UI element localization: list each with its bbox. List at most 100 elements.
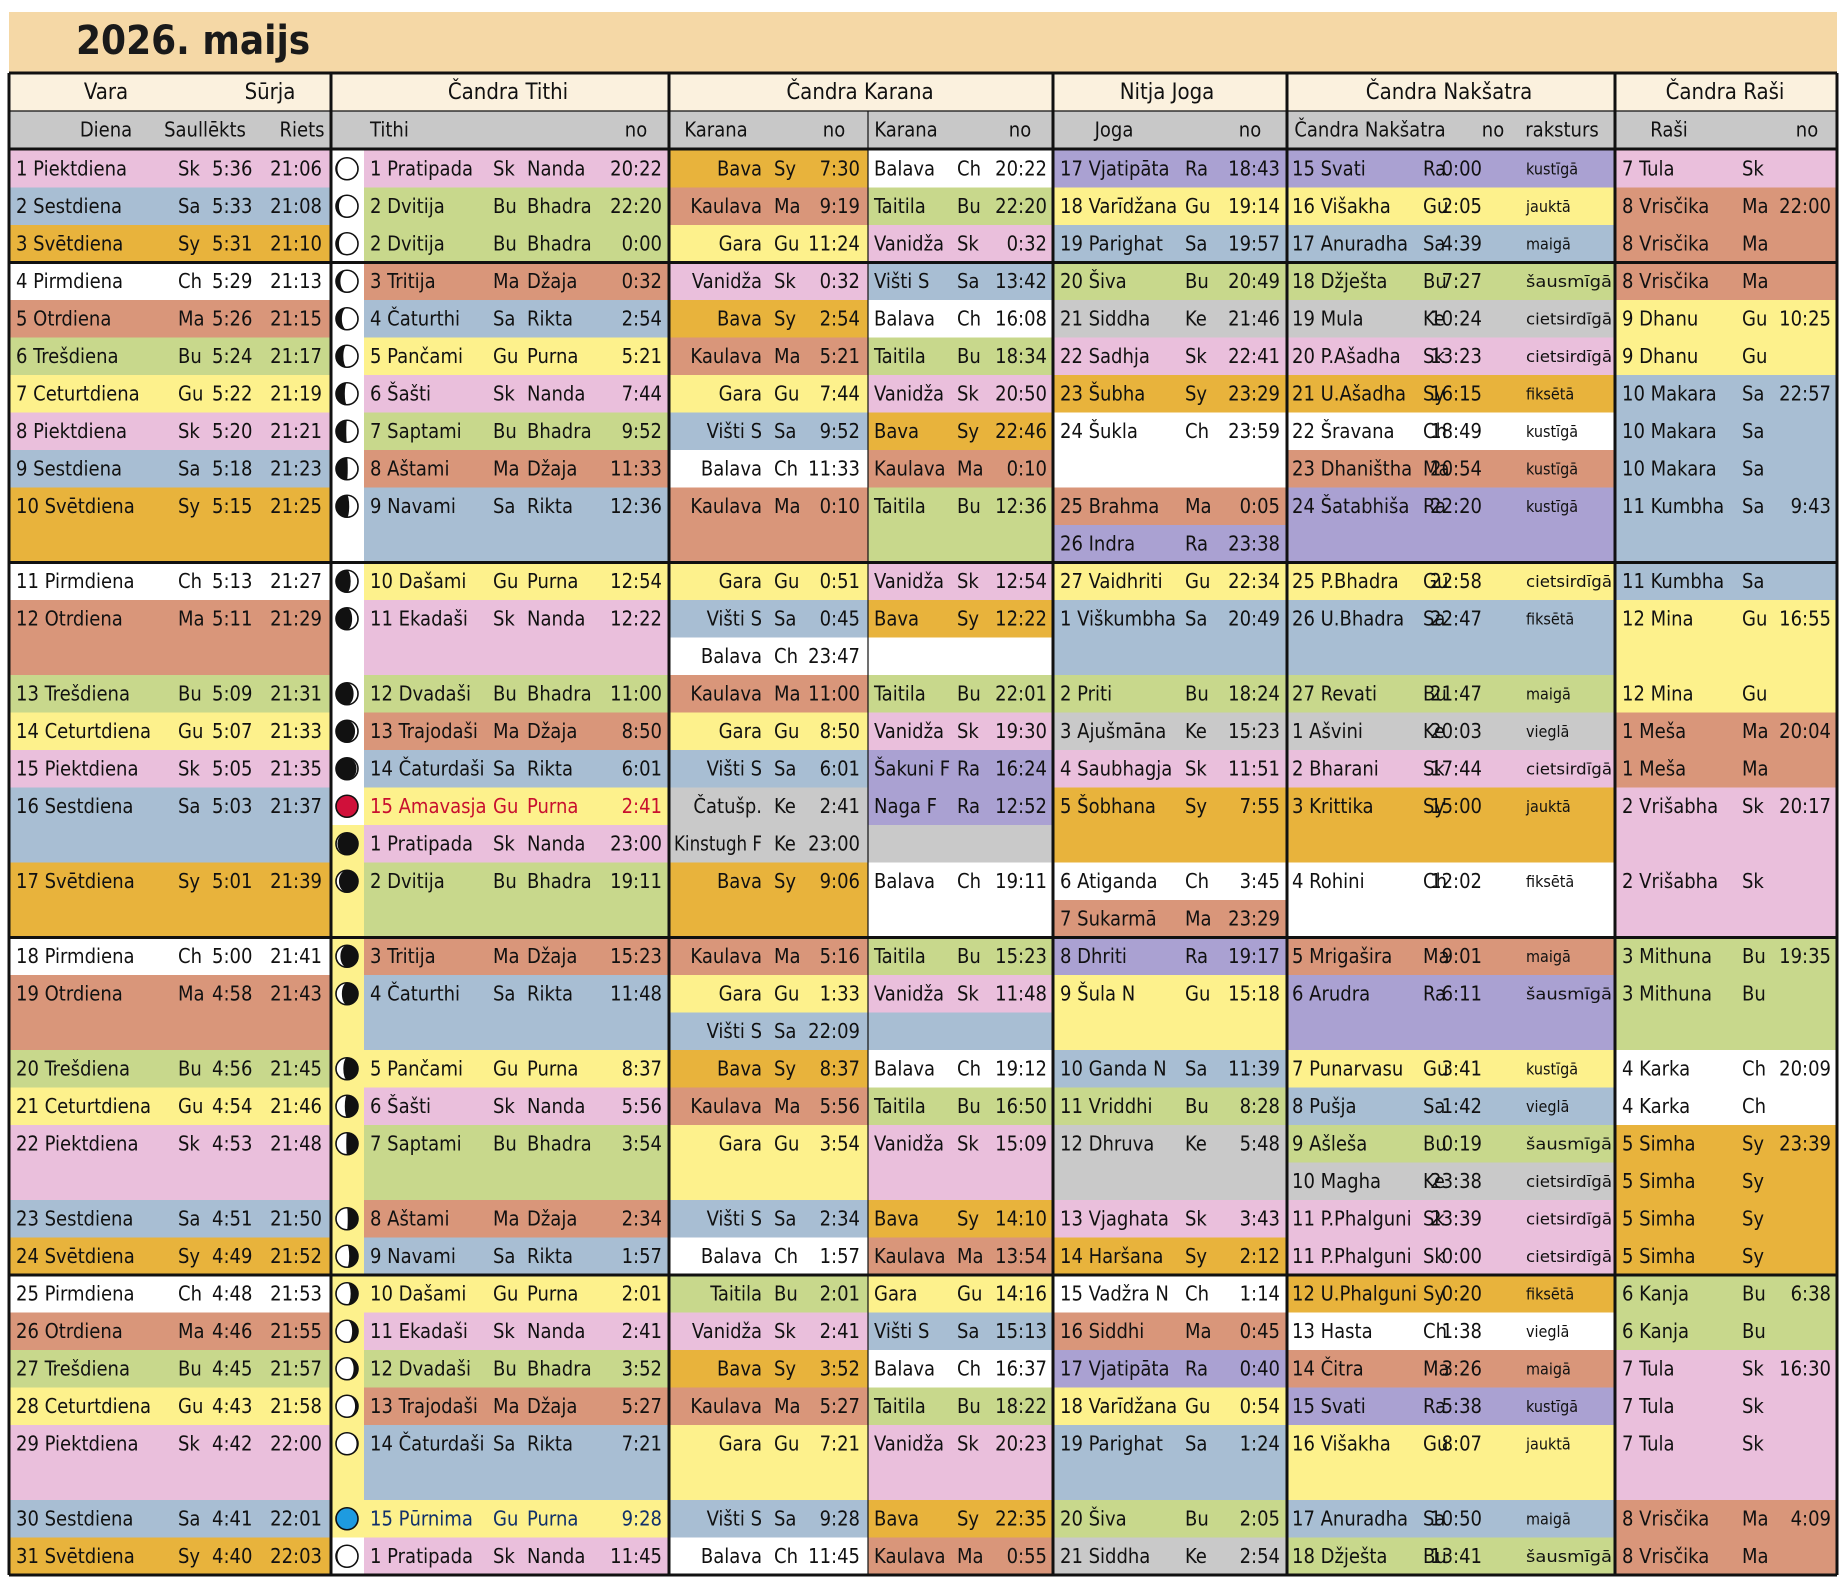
karana2-field: 16:37 bbox=[995, 1356, 1047, 1380]
tithi-field: Ma bbox=[493, 719, 520, 743]
sub-header: raksturs bbox=[1525, 118, 1598, 142]
day-field: 21:31 bbox=[270, 681, 322, 705]
day-field: 4 Pirmdiena bbox=[16, 269, 123, 293]
karana2-field: Ch bbox=[957, 869, 981, 893]
naksatra-field: Sa bbox=[1423, 1094, 1445, 1118]
day-field: 4:54 bbox=[212, 1094, 252, 1118]
rasi-field: 5 Simha bbox=[1622, 1244, 1696, 1268]
tithi-field: Sa bbox=[493, 494, 515, 518]
karana1-field: Sa bbox=[774, 606, 796, 630]
naksatra-cell bbox=[1287, 1350, 1615, 1388]
karana2-field: Bava bbox=[874, 1206, 919, 1230]
day-field: 21:21 bbox=[270, 419, 322, 443]
sub-header: no bbox=[1239, 118, 1261, 142]
naksatra-field: cietsirdīgā bbox=[1526, 1209, 1612, 1228]
karana1-cell bbox=[669, 1275, 868, 1313]
karana2-field: 15:09 bbox=[995, 1131, 1047, 1155]
day-field: Ch bbox=[178, 569, 202, 593]
joga-cell bbox=[1053, 1312, 1287, 1350]
rasi-cell bbox=[1615, 562, 1837, 600]
karana1-cell bbox=[669, 750, 868, 788]
tithi-field: Rikta bbox=[527, 306, 573, 330]
day-field: 31 Svētdiena bbox=[16, 1544, 135, 1568]
karana2-field: 22:35 bbox=[995, 1506, 1047, 1530]
karana1-field: Bu bbox=[774, 1281, 798, 1305]
tithi-field: Nanda bbox=[527, 1319, 585, 1343]
karana1-field: 7:30 bbox=[820, 156, 860, 180]
joga-cell bbox=[1053, 150, 1287, 188]
joga-field: 21:46 bbox=[1228, 306, 1280, 330]
sub-header: no bbox=[1482, 118, 1504, 142]
naksatra-field: Gu bbox=[1423, 1056, 1448, 1080]
karana1-cell bbox=[669, 862, 868, 938]
tithi-field: Bhadra bbox=[527, 869, 592, 893]
joga-cell bbox=[1053, 787, 1287, 863]
karana1-field: Gara bbox=[719, 231, 762, 255]
tithi-cell bbox=[364, 1237, 669, 1275]
moon-phase-dark bbox=[336, 382, 347, 405]
sub-header: no bbox=[1009, 118, 1031, 142]
karana2-field: 19:12 bbox=[995, 1056, 1047, 1080]
tithi-field: Gu bbox=[493, 794, 518, 818]
joga-cell bbox=[1053, 225, 1287, 263]
naksatra-field: vieglā bbox=[1526, 722, 1569, 741]
naksatra-cell bbox=[1287, 1050, 1615, 1088]
day-field: 11 Pirmdiena bbox=[16, 569, 135, 593]
karana2-field: Bu bbox=[957, 1394, 981, 1418]
day-field: 21:10 bbox=[270, 231, 322, 255]
joga-field: 19 Parighat bbox=[1060, 231, 1163, 255]
naksatra-field: maigā bbox=[1526, 947, 1571, 966]
tithi-field: 22:20 bbox=[610, 194, 662, 218]
karana2-cell bbox=[868, 787, 1053, 825]
karana2-field: Ch bbox=[957, 1356, 981, 1380]
day-field: 25 Pirmdiena bbox=[16, 1281, 135, 1305]
naksatra-field: Bu bbox=[1423, 269, 1447, 293]
karana1-field: Taitila bbox=[709, 1281, 762, 1305]
karana2-field: Ma bbox=[957, 456, 984, 480]
tithi-field: 2 Dvitija bbox=[370, 869, 445, 893]
day-field: 5:07 bbox=[212, 719, 252, 743]
naksatra-field: Sk bbox=[1423, 1244, 1445, 1268]
tithi-field: 0:32 bbox=[622, 269, 662, 293]
day-cell bbox=[9, 150, 331, 188]
joga-field: 19 Parighat bbox=[1060, 1431, 1163, 1455]
joga-cell bbox=[1053, 1050, 1287, 1088]
karana1-cell bbox=[669, 1500, 868, 1538]
naksatra-cell bbox=[1287, 937, 1615, 975]
karana1-field: Sy bbox=[774, 1356, 796, 1380]
tithi-cell bbox=[364, 450, 669, 488]
day-field: 6 Trešdiena bbox=[16, 344, 119, 368]
rasi-cell bbox=[1615, 187, 1837, 225]
naksatra-field: vieglā bbox=[1526, 1322, 1569, 1341]
naksatra-field: 4:39 bbox=[1442, 231, 1482, 255]
rasi-field: 12 Mina bbox=[1622, 681, 1694, 705]
tithi-field: Sa bbox=[493, 981, 515, 1005]
naksatra-field: 6 Arudra bbox=[1292, 981, 1370, 1005]
karana2-cell bbox=[868, 862, 1053, 938]
day-field: 19 Otrdiena bbox=[16, 981, 123, 1005]
rasi-field: 9:43 bbox=[1791, 494, 1831, 518]
tithi-field: 3 Tritija bbox=[370, 944, 436, 968]
karana2-field: Balava bbox=[874, 156, 935, 180]
tithi-field: Sk bbox=[493, 1094, 515, 1118]
naksatra-field: 0:00 bbox=[1442, 1244, 1482, 1268]
joga-field: 16 Siddhi bbox=[1060, 1319, 1144, 1343]
karana1-cell bbox=[669, 1537, 868, 1575]
joga-field: Sy bbox=[1185, 381, 1207, 405]
tithi-field: Rikta bbox=[527, 756, 573, 780]
karana1-field: 9:06 bbox=[820, 869, 860, 893]
naksatra-field: 15 Svati bbox=[1292, 156, 1366, 180]
day-field: Gu bbox=[178, 719, 203, 743]
naksatra-cell bbox=[1287, 1087, 1615, 1125]
tithi-field: Ma bbox=[493, 1206, 520, 1230]
day-cell bbox=[9, 450, 331, 488]
karana1-field: Sy bbox=[774, 869, 796, 893]
karana1-cell bbox=[669, 562, 868, 600]
naksatra-field: fiksētā bbox=[1526, 872, 1574, 891]
karana1-field: 22:09 bbox=[808, 1019, 860, 1043]
naksatra-cell bbox=[1287, 1537, 1615, 1575]
tithi-field: 2:41 bbox=[622, 794, 662, 818]
rasi-field: 5 Simha bbox=[1622, 1169, 1696, 1193]
karana2-cell bbox=[868, 1125, 1053, 1200]
karana2-field: 15:23 bbox=[995, 944, 1047, 968]
